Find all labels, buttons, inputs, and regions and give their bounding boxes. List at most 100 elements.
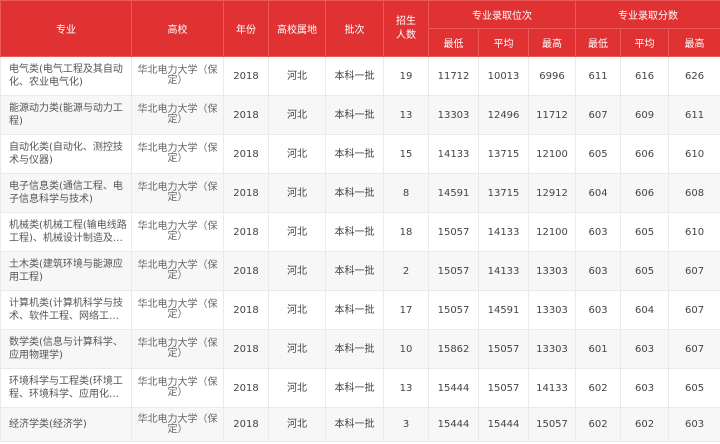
- cell-rank-min: 15057: [428, 212, 479, 252]
- cell-batch: 本科一批: [325, 368, 384, 408]
- cell-rank-min: 11712: [428, 56, 479, 96]
- cell-rank-min: 15862: [428, 329, 479, 369]
- cell-year: 2018: [223, 251, 269, 291]
- cell-score-max: 605: [668, 368, 720, 408]
- cell-score-min: 603: [575, 290, 622, 330]
- cell-rank-max: 13303: [527, 290, 577, 330]
- rank-min-text: 11712: [437, 70, 470, 82]
- rank-max-text: 12100: [536, 226, 568, 238]
- cell-batch: 本科一批: [325, 251, 384, 291]
- batch-text: 本科一批: [334, 382, 375, 394]
- cell-location: 河北: [268, 407, 326, 442]
- rank-min-text: 15057: [437, 304, 470, 316]
- cell-location: 河北: [268, 290, 326, 330]
- rank-avg-text: 13715: [487, 148, 520, 160]
- cell-major: 经济学类(经济学): [0, 407, 132, 442]
- year-text: 2018: [233, 226, 259, 238]
- cell-location: 河北: [268, 368, 326, 408]
- major-text: 经济学类(经济学): [9, 419, 87, 430]
- rank-avg-text: 14591: [487, 304, 520, 316]
- cell-year: 2018: [223, 134, 269, 174]
- cell-score-max: 610: [668, 134, 720, 174]
- batch-text: 本科一批: [334, 70, 375, 82]
- school-text: 华北电力大学（保定）: [137, 65, 218, 86]
- year-text: 2018: [233, 187, 259, 199]
- enrollment-text: 19: [399, 70, 413, 82]
- location-text: 河北: [287, 226, 307, 238]
- school-text: 华北电力大学（保定）: [137, 143, 218, 164]
- cell-enrollment: 19: [383, 56, 429, 96]
- cell-score-avg: 606: [620, 134, 670, 174]
- batch-text: 本科一批: [334, 187, 375, 199]
- school-text: 华北电力大学（保定）: [137, 104, 218, 125]
- cell-rank-max: 12912: [527, 173, 577, 213]
- year-text: 2018: [233, 304, 259, 316]
- cell-rank-max: 6996: [527, 56, 577, 96]
- score-max-text: 607: [684, 304, 705, 316]
- cell-location: 河北: [268, 95, 326, 135]
- rank-max-text: 12100: [536, 148, 568, 160]
- score-avg-text: 603: [634, 343, 655, 355]
- rank-avg-text: 15057: [487, 343, 520, 355]
- rank-min-text: 14133: [437, 148, 470, 160]
- enrollment-text: 15: [399, 148, 413, 160]
- school-text: 华北电力大学（保定）: [137, 182, 218, 203]
- cell-year: 2018: [223, 56, 269, 96]
- table-row: 自动化类(自动化、测控技术与仪器) 华北电力大学（保定） 2018 河北 本科一批 15 1…: [0, 134, 720, 174]
- cell-score-avg: 603: [620, 329, 670, 369]
- enrollment-text: 2: [402, 265, 410, 277]
- cell-score-avg: 616: [620, 56, 670, 96]
- batch-text: 本科一批: [334, 148, 375, 160]
- year-text: 2018: [233, 419, 259, 430]
- cell-batch: 本科一批: [325, 329, 384, 369]
- score-max-text: 607: [684, 343, 705, 355]
- header-batch: 批次: [325, 0, 384, 57]
- rank-min-text: 13303: [437, 109, 470, 121]
- rank-avg-text: 15057: [487, 382, 520, 394]
- cell-rank-avg: 15444: [478, 407, 529, 442]
- cell-school: 华北电力大学（保定）: [131, 95, 224, 135]
- score-max-text: 608: [684, 187, 705, 199]
- major-text: 土木类(建筑环境与能源应用工程): [9, 259, 123, 283]
- score-avg-text: 606: [634, 187, 655, 199]
- cell-location: 河北: [268, 212, 326, 252]
- rank-max-text: 12912: [536, 187, 568, 199]
- cell-location: 河北: [268, 251, 326, 291]
- header-score-max: 最高: [668, 28, 720, 57]
- cell-school: 华北电力大学（保定）: [131, 212, 224, 252]
- cell-major: 机械类(机械工程(输电线路工程)、机械设计制造及其...: [0, 212, 132, 252]
- location-text: 河北: [287, 382, 307, 394]
- cell-location: 河北: [268, 329, 326, 369]
- cell-year: 2018: [223, 407, 269, 442]
- cell-score-avg: 605: [620, 251, 670, 291]
- cell-major: 计算机类(计算机科学与技术、软件工程、网络工程...: [0, 290, 132, 330]
- enrollment-text: 13: [399, 382, 413, 394]
- year-text: 2018: [233, 343, 259, 355]
- cell-enrollment: 18: [383, 212, 429, 252]
- major-text: 数学类(信息与计算科学、应用物理学): [9, 337, 123, 361]
- cell-enrollment: 8: [383, 173, 429, 213]
- cell-score-max: 626: [668, 56, 720, 96]
- score-max-text: 603: [684, 419, 705, 430]
- cell-year: 2018: [223, 95, 269, 135]
- cell-rank-avg: 14133: [478, 212, 529, 252]
- cell-school: 华北电力大学（保定）: [131, 251, 224, 291]
- location-text: 河北: [287, 148, 307, 160]
- header-location: 高校属地: [268, 0, 326, 57]
- cell-enrollment: 17: [383, 290, 429, 330]
- cell-school: 华北电力大学（保定）: [131, 290, 224, 330]
- cell-score-max: 610: [668, 212, 720, 252]
- cell-year: 2018: [223, 290, 269, 330]
- location-text: 河北: [287, 419, 307, 430]
- cell-enrollment: 13: [383, 95, 429, 135]
- school-text: 华北电力大学（保定）: [137, 413, 218, 435]
- table-row: 机械类(机械工程(输电线路工程)、机械设计制造及其... 华北电力大学（保定） 20…: [0, 212, 720, 252]
- cell-location: 河北: [268, 134, 326, 174]
- header-major: 专业: [0, 0, 132, 57]
- header-rank-avg: 平均: [478, 28, 529, 57]
- header-enrollment: 招生人数: [383, 0, 429, 57]
- batch-text: 本科一批: [334, 419, 375, 430]
- rank-min-text: 14591: [437, 187, 470, 199]
- cell-rank-min: 15444: [428, 407, 479, 442]
- cell-major: 能源动力类(能源与动力工程): [0, 95, 132, 135]
